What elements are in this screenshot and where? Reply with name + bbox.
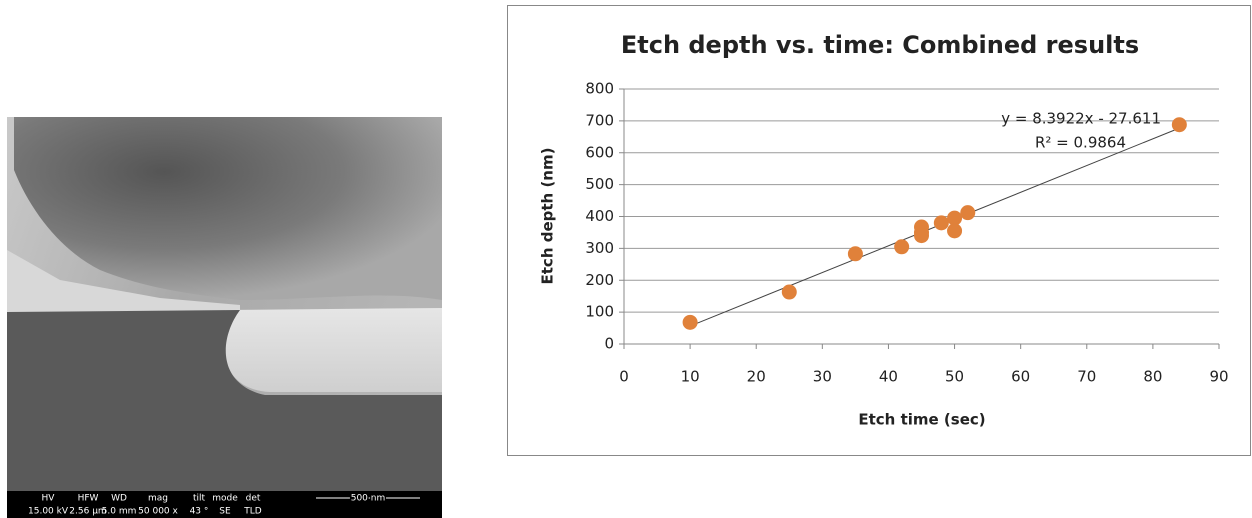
data-point [934, 215, 949, 230]
sem-info-value: TLD [243, 507, 262, 517]
sem-info-value: 50 000 x [138, 507, 178, 517]
data-point [914, 228, 929, 243]
sem-info-value: 5.0 mm [102, 507, 137, 517]
y-tick-label: 500 [585, 175, 614, 193]
sem-floor [222, 308, 442, 392]
data-point [683, 315, 698, 330]
data-point [894, 239, 909, 254]
sem-scale-bar: 500 nm [351, 494, 386, 504]
x-tick-label: 20 [747, 368, 766, 386]
x-axis-title: Etch time (sec) [858, 411, 985, 429]
x-tick-label: 80 [1143, 368, 1162, 386]
sem-info-label: HFW [78, 494, 99, 504]
x-tick-label: 0 [619, 368, 629, 386]
sem-info-label: tilt [193, 494, 206, 504]
x-tick-label: 70 [1077, 368, 1096, 386]
x-tick-label: 30 [813, 368, 832, 386]
x-tick-label: 90 [1209, 368, 1228, 386]
sem-info-label: det [246, 494, 261, 504]
y-tick-label: 300 [585, 239, 614, 257]
trendline-equation: y = 8.3922x - 27.611 [1001, 110, 1161, 128]
y-tick-label: 700 [585, 111, 614, 129]
data-point [1172, 117, 1187, 132]
sem-info-value: 15.00 kV [28, 507, 69, 517]
trendline-r-squared: R² = 0.9864 [1035, 134, 1126, 152]
sem-info-value: 43 ° [190, 507, 209, 517]
x-tick-label: 50 [945, 368, 964, 386]
chart-frame [508, 6, 1251, 456]
data-point [960, 205, 975, 220]
sem-info-label: HV [42, 494, 56, 504]
x-tick-label: 60 [1011, 368, 1030, 386]
sem-info-label: WD [111, 494, 127, 504]
y-axis-title: Etch depth (nm) [539, 148, 557, 285]
x-tick-label: 10 [681, 368, 700, 386]
y-tick-label: 400 [585, 207, 614, 225]
chart-title: Etch depth vs. time: Combined results [621, 31, 1139, 59]
y-tick-label: 100 [585, 303, 614, 321]
page: HV15.00 kVHFW2.56 µmWD5.0 mmmag50 000 xt… [0, 0, 1252, 518]
y-tick-label: 0 [604, 335, 614, 353]
data-point [848, 246, 863, 261]
y-tick-label: 200 [585, 271, 614, 289]
x-tick-label: 40 [879, 368, 898, 386]
y-tick-label: 800 [585, 80, 614, 98]
data-point [782, 285, 797, 300]
sem-info-value: SE [219, 507, 231, 517]
sem-image [7, 117, 442, 518]
y-tick-label: 600 [585, 143, 614, 161]
data-point [947, 223, 962, 238]
sem-info-label: mode [212, 494, 238, 504]
sem-info-label: mag [148, 494, 168, 504]
